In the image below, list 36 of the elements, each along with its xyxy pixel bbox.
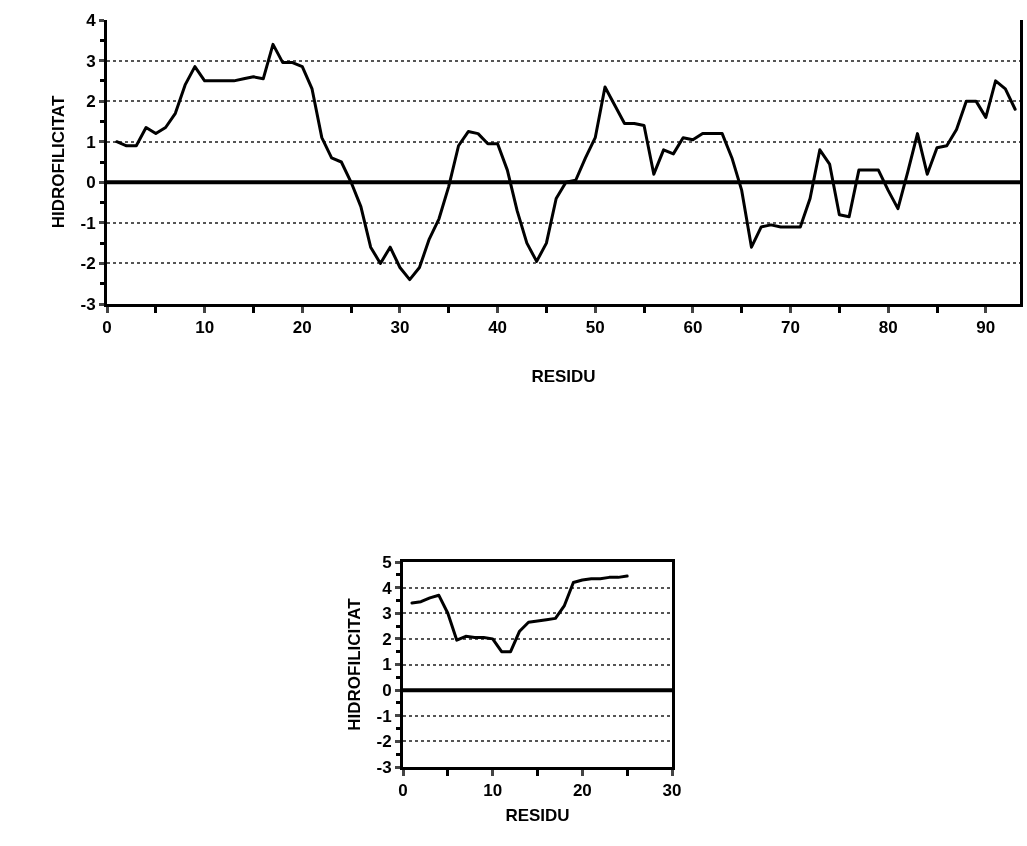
y-tick-label: 1 — [86, 132, 96, 152]
y-tick-label: 2 — [382, 629, 392, 649]
x-tick-label: 0 — [102, 318, 112, 338]
y-tick-label: 4 — [86, 10, 97, 30]
x-tick-label: 60 — [683, 318, 703, 338]
x-tick-label: 90 — [976, 318, 996, 338]
x-tick-label: 70 — [781, 318, 800, 338]
x-axis-title: RESIDU — [505, 805, 570, 825]
y-tick-label: -2 — [376, 732, 392, 752]
y-tick-label: 0 — [86, 173, 96, 193]
y-tick-label: 0 — [382, 681, 392, 701]
x-tick-label: 50 — [585, 318, 605, 338]
y-tick-label: -2 — [80, 254, 96, 274]
y-tick-label: -3 — [80, 294, 96, 314]
y-tick-label: 1 — [382, 655, 392, 675]
x-axis-title: RESIDU — [531, 366, 596, 386]
x-tick-label: 20 — [572, 781, 592, 801]
y-tick-label: 2 — [86, 92, 96, 112]
x-tick-label: 30 — [662, 781, 682, 801]
y-tick-label: -1 — [80, 213, 96, 233]
x-tick-label: 30 — [390, 318, 410, 338]
y-axis-title: HIDROFILICITAT — [345, 597, 365, 731]
x-tick-label: 10 — [195, 318, 215, 338]
y-tick-label: -1 — [376, 706, 392, 726]
y-tick-label: -3 — [376, 757, 392, 777]
y-tick-label: 5 — [382, 552, 392, 572]
x-tick-label: 80 — [878, 318, 898, 338]
line-series — [410, 574, 629, 654]
y-tick-label: 3 — [86, 51, 96, 71]
x-tick-label: 0 — [398, 781, 408, 801]
y-axis-title: HIDROFILICITAT — [49, 95, 69, 229]
x-tick-label: 40 — [488, 318, 508, 338]
y-tick-label: 3 — [382, 604, 392, 624]
x-tick-label: 10 — [483, 781, 503, 801]
y-tick-label: 4 — [382, 578, 393, 598]
x-tick-label: 20 — [292, 318, 312, 338]
